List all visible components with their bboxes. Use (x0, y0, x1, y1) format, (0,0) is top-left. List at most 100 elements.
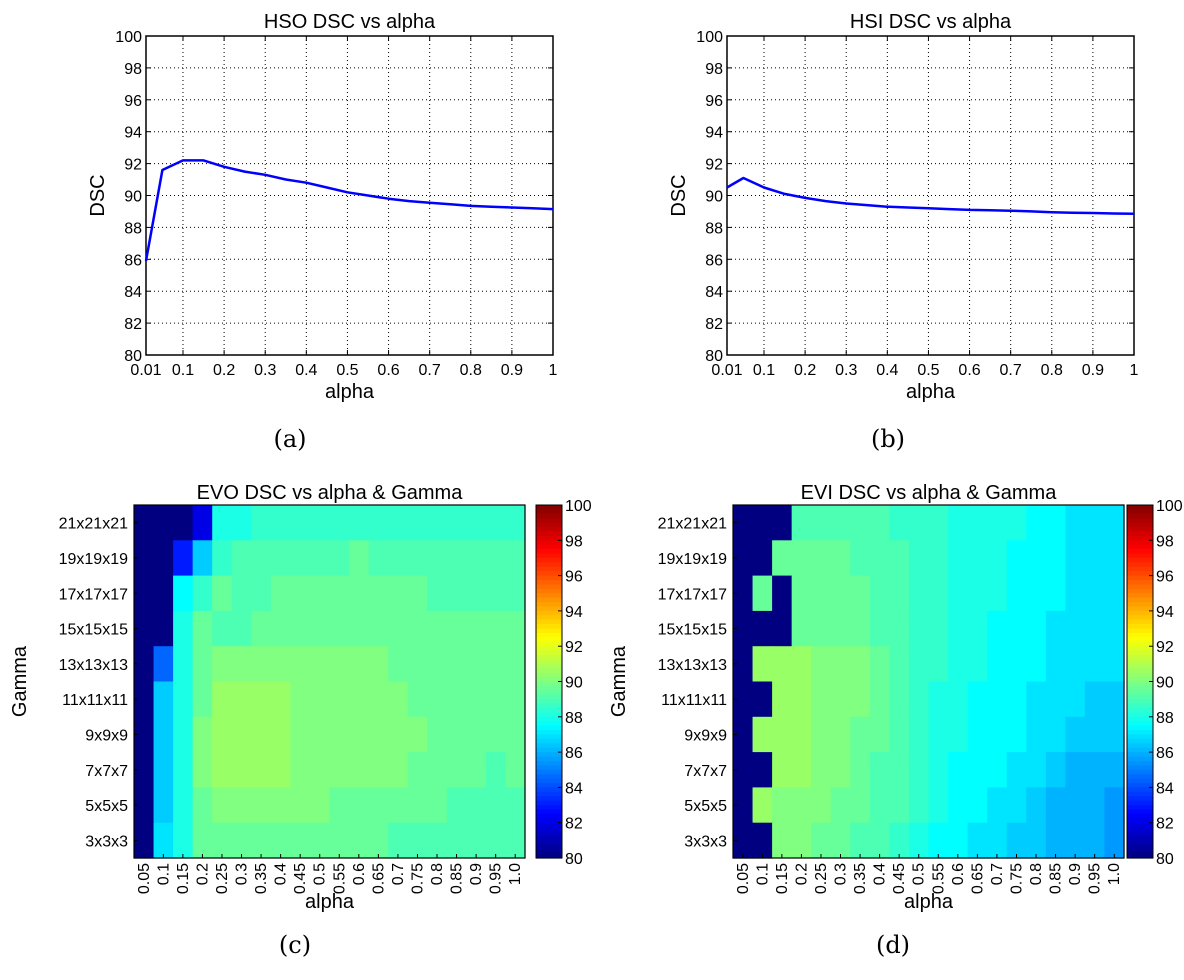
heatmap-cell (309, 716, 331, 753)
x-tick-label: 0.5 (911, 863, 928, 885)
heatmap-cell (329, 822, 350, 859)
y-axis-label: DSC (87, 174, 109, 216)
heatmap-cell (153, 822, 174, 859)
x-tick-label: 0.35 (852, 863, 869, 894)
heatmap-cell (1104, 646, 1125, 683)
y-tick-label: 98 (705, 61, 723, 78)
colorbar-segment (536, 655, 562, 661)
colorbar-segment (1127, 738, 1153, 744)
colorbar-segment (1127, 628, 1153, 634)
colorbar-segment (1127, 553, 1153, 559)
heatmap-cell (309, 540, 331, 577)
colorbar-segment (1127, 853, 1153, 859)
heatmap-cell (1084, 646, 1106, 683)
heatmap-cell (830, 681, 851, 718)
y-tick-label: 80 (705, 348, 723, 365)
colorbar-segment (1127, 513, 1153, 519)
heatmap-cell (231, 575, 252, 612)
colorbar-segment (1127, 725, 1153, 731)
heatmap-cell (485, 610, 507, 647)
heatmap-cell (349, 575, 370, 612)
heatmap-cell (1006, 752, 1027, 788)
heatmap-cell (908, 787, 930, 824)
heatmap-cell (1006, 716, 1027, 753)
colorbar-segment (536, 610, 562, 616)
heatmap-cell (212, 505, 233, 541)
heatmap-cell (1065, 787, 1086, 824)
colorbar-segment (536, 685, 562, 691)
heatmap-cell (752, 610, 773, 647)
heatmap-cell (251, 505, 272, 541)
heatmap-cell (251, 716, 272, 753)
y-tick-label: 94 (705, 125, 723, 142)
heatmap-cell (212, 822, 233, 859)
colorbar-segment (1127, 615, 1153, 621)
data-point (886, 205, 889, 208)
heatmap-cell (1045, 540, 1066, 577)
heatmap-cell (1104, 610, 1125, 647)
heatmap-cell (889, 787, 910, 824)
chart-title: HSI DSC vs alpha (850, 11, 1012, 33)
colorbar-segment (536, 721, 562, 727)
heatmap-cell (427, 610, 448, 647)
colorbar-segment (536, 765, 562, 771)
heatmap-cell (231, 681, 252, 718)
heatmap-cell (1045, 575, 1066, 612)
x-tick-label: 0.8 (1028, 863, 1045, 885)
x-tick-label: 0.2 (793, 863, 810, 885)
y-tick-label: 90 (124, 189, 142, 206)
data-point (783, 193, 786, 195)
y-tick-label: 82 (705, 316, 723, 333)
x-tick-label: 0.2 (213, 362, 235, 379)
heatmap-cell (349, 822, 370, 859)
heatmap-cell (889, 610, 910, 647)
data-point (145, 260, 147, 262)
x-tick-label: 0.15 (774, 863, 791, 894)
heatmap-cell (733, 540, 754, 577)
colorbar-segment (1127, 584, 1153, 590)
heatmap-cell (309, 752, 331, 788)
heatmap-cell (368, 681, 389, 718)
data-point (469, 205, 472, 207)
data-point (243, 170, 246, 173)
colorbar-segment (1127, 813, 1153, 819)
colorbar-segment (536, 518, 562, 524)
heatmap-cell (1065, 575, 1086, 612)
heatmap-cell (407, 822, 428, 859)
subfigure-caption: (a) (273, 425, 306, 453)
heatmap-cell (752, 646, 773, 683)
heatmap-cell (446, 752, 467, 788)
heatmap-cell (212, 752, 233, 788)
heatmap-cell (791, 610, 812, 647)
heatmap-cell (368, 787, 389, 824)
heatmap-cell (407, 575, 428, 612)
x-axis-label: alpha (325, 381, 375, 403)
colorbar-segment (536, 557, 562, 563)
colorbar-tick-label: 100 (565, 498, 592, 515)
heatmap-cell (329, 540, 350, 577)
heatmap-cell (505, 752, 526, 788)
data-point (742, 177, 745, 179)
colorbar-segment (536, 703, 562, 709)
heatmap-cell (869, 681, 890, 718)
heatmap-cell (850, 716, 871, 753)
data-point (202, 159, 205, 162)
y-tick-label: 100 (115, 29, 142, 46)
heatmap-cell (948, 646, 969, 683)
colorbar-segment (1127, 800, 1153, 806)
y-tick-label: 13x13x13 (658, 657, 727, 674)
heatmap-cell (733, 575, 754, 612)
heatmap-cell (485, 646, 507, 683)
y-tick-label: 15x15x15 (658, 622, 727, 639)
data-point (1030, 210, 1033, 213)
colorbar-segment (536, 694, 562, 700)
heatmap-cell (889, 752, 910, 788)
x-tick-label: 0.9 (468, 863, 485, 885)
x-tick-label: 0.9 (1067, 863, 1084, 885)
heatmap-cell (1084, 610, 1106, 647)
data-point (161, 169, 164, 171)
heatmap-cell (830, 575, 851, 612)
data-point (1092, 212, 1094, 214)
data-point (989, 209, 991, 211)
heatmap-cell (987, 787, 1008, 824)
